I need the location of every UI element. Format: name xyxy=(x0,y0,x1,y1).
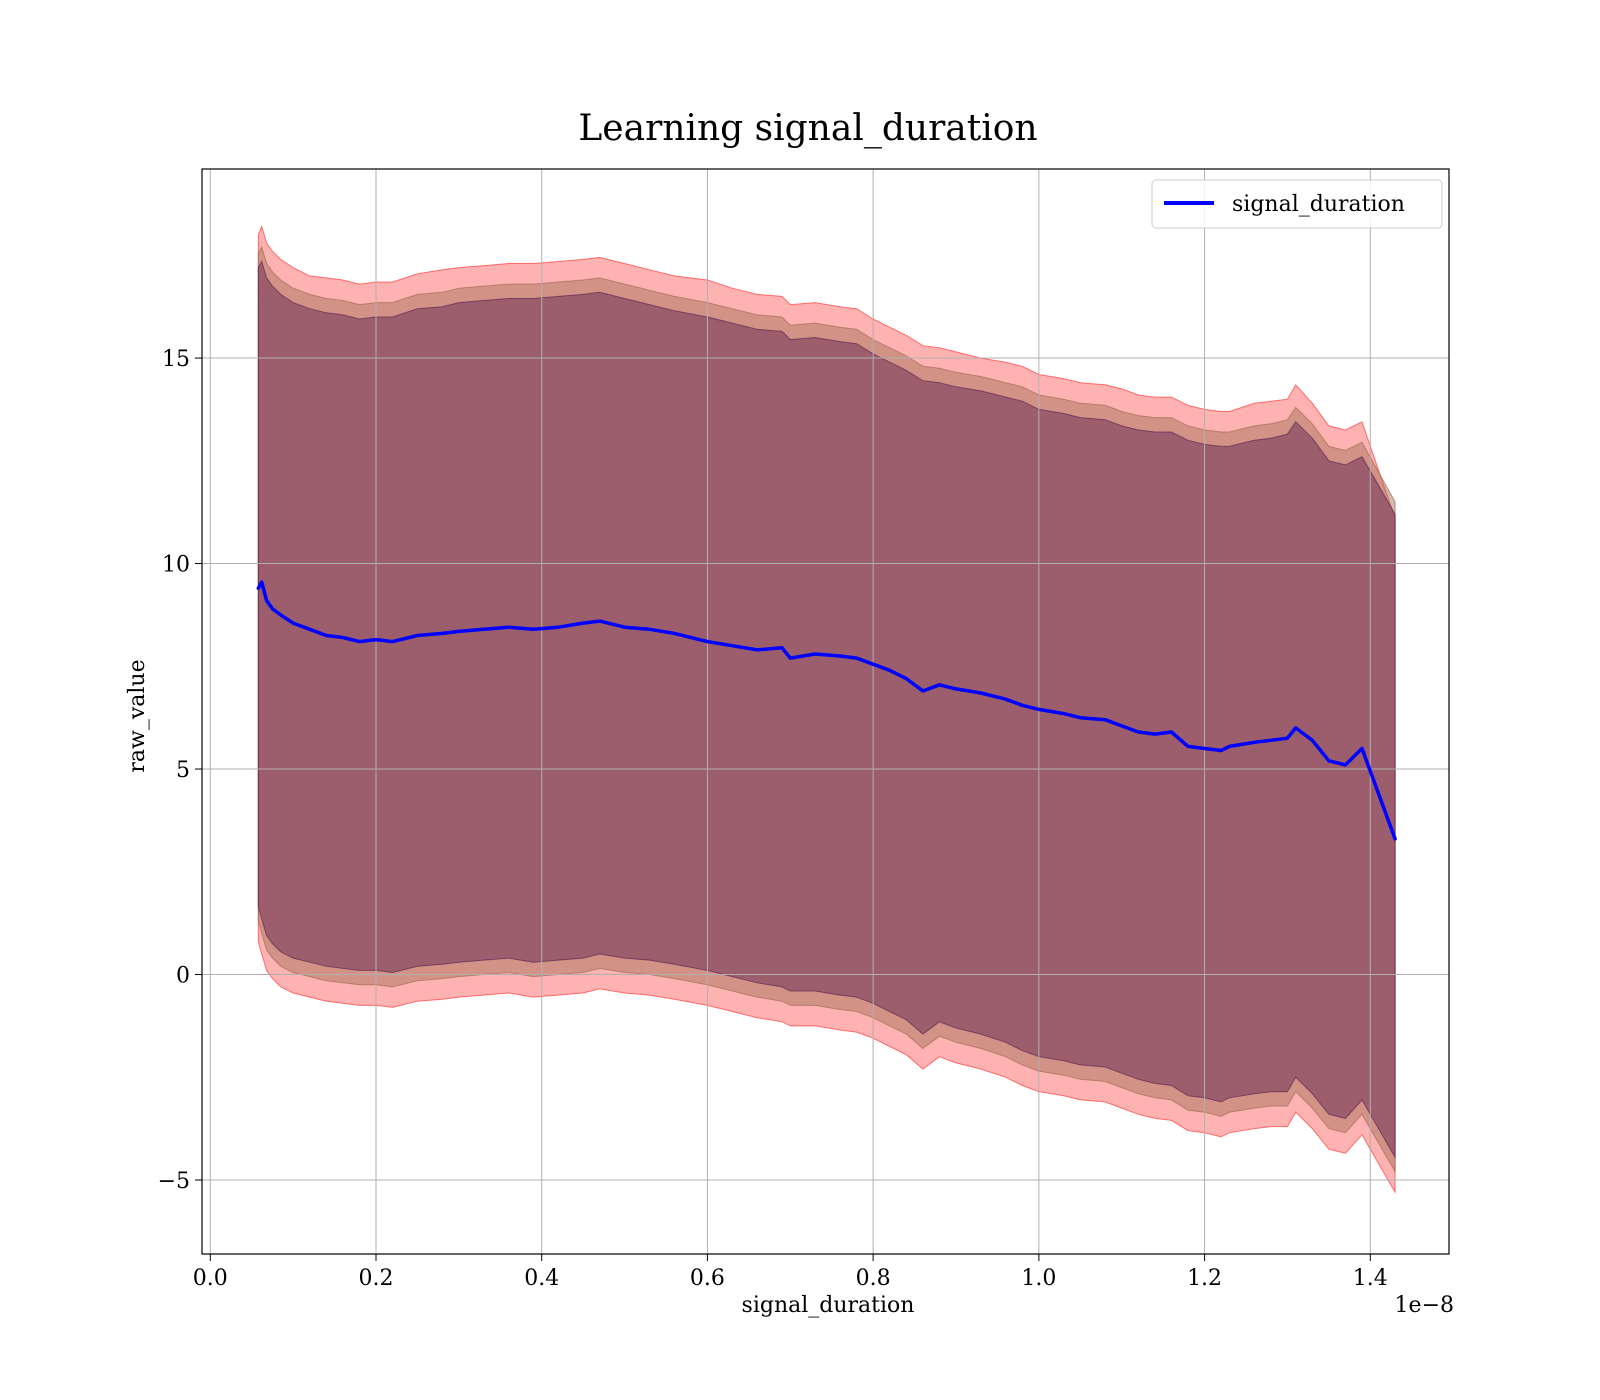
gridlines xyxy=(202,169,1449,1254)
confidence-bands xyxy=(257,224,1396,1195)
plot-frame xyxy=(201,168,1450,1255)
x-axis-ticks: 0.0 0.2 0.4 0.6 0.8 1.0 1.2 1.4 xyxy=(193,1254,1388,1291)
x-tick-label-2: 0.4 xyxy=(524,1266,559,1291)
y-tick-label-4: 15 xyxy=(162,347,190,372)
y-tick-label-2: 5 xyxy=(176,758,190,783)
series-lines xyxy=(256,580,1397,841)
legend: signal_duration xyxy=(1151,179,1443,229)
x-tick-label-6: 1.2 xyxy=(1187,1266,1222,1291)
x-axis-offset-label: 1e−8 xyxy=(1395,1293,1454,1318)
y-tick-label-3: 10 xyxy=(162,553,190,578)
x-tick-label-0: 0.0 xyxy=(193,1266,228,1291)
x-tick-label-5: 1.0 xyxy=(1021,1266,1056,1291)
confidence-band-2 xyxy=(257,245,1396,1174)
chart-title: Learning signal_duration xyxy=(578,108,1037,149)
y-tick-label-0: −5 xyxy=(158,1169,190,1194)
y-axis-label: raw_value xyxy=(125,659,150,772)
x-tick-label-3: 0.6 xyxy=(690,1266,725,1291)
confidence-band-1 xyxy=(257,224,1396,1195)
legend-box xyxy=(1151,179,1443,229)
confidence-band-3 xyxy=(257,260,1396,1160)
x-tick-label-7: 1.4 xyxy=(1353,1266,1388,1291)
y-tick-label-1: 0 xyxy=(176,964,190,989)
x-tick-label-4: 0.8 xyxy=(856,1266,891,1291)
x-axis-label: signal_duration xyxy=(742,1293,915,1318)
x-tick-label-1: 0.2 xyxy=(359,1266,394,1291)
legend-entry: signal_duration xyxy=(1232,192,1405,217)
series-line-1 xyxy=(256,580,1397,841)
y-axis-ticks: −5 0 5 10 15 xyxy=(158,347,202,1194)
